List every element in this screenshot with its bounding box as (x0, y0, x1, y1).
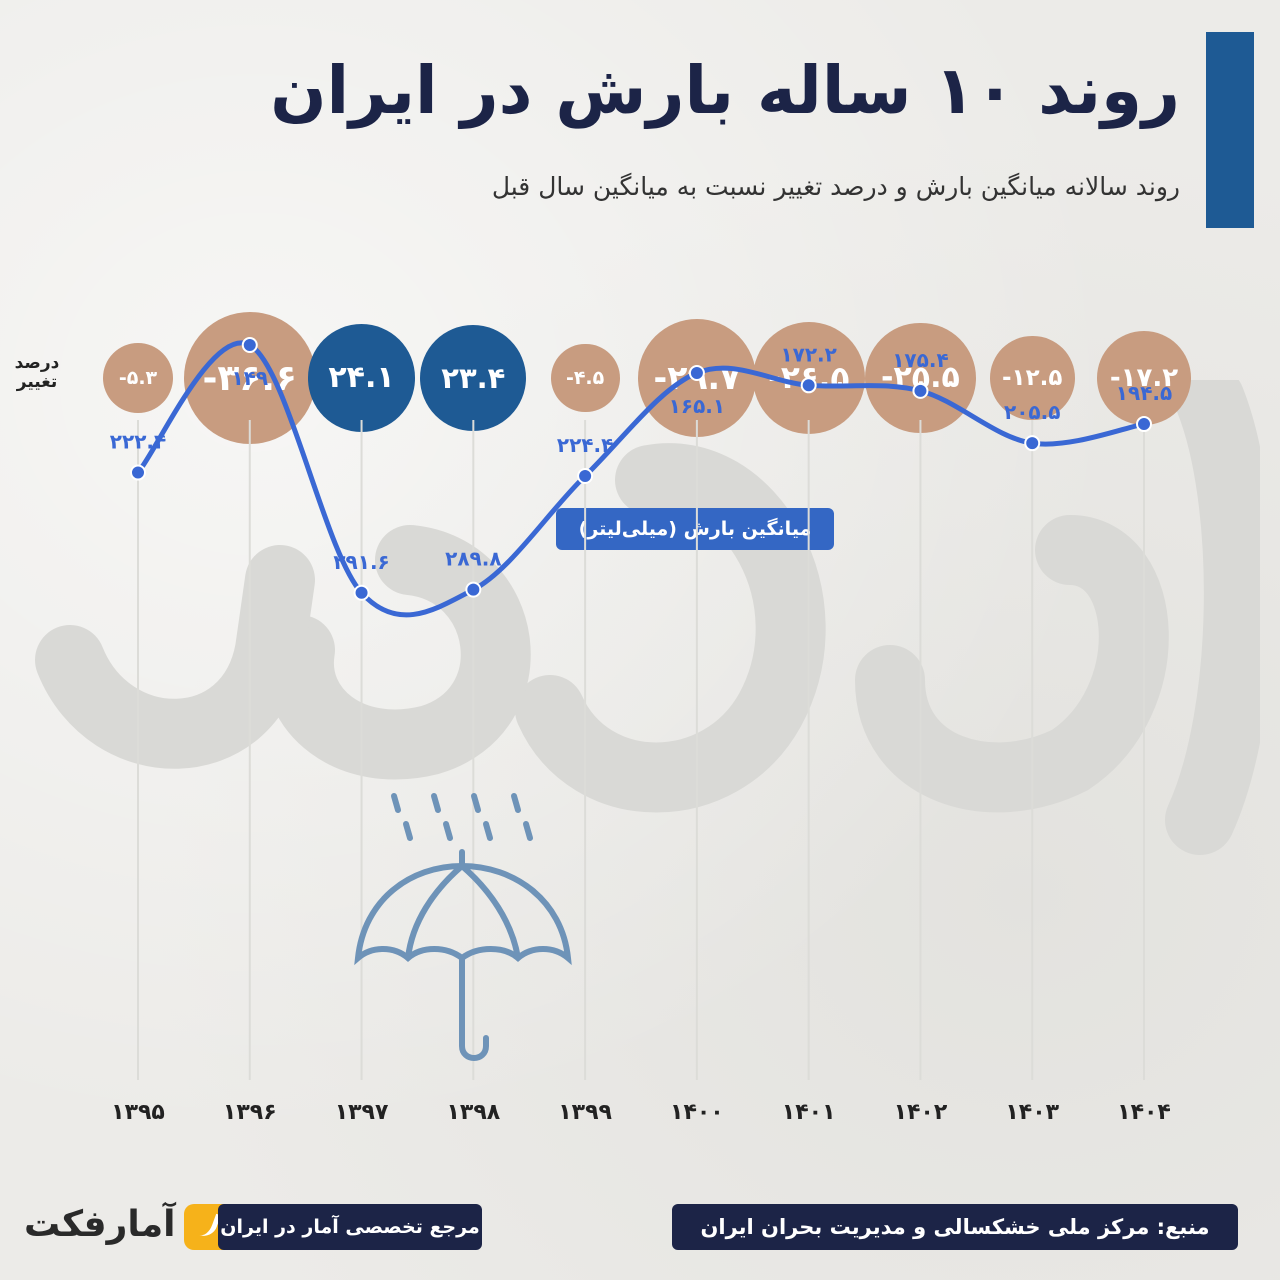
data-point (1024, 435, 1041, 452)
data-point (465, 581, 482, 598)
x-tick-label: ۱۴۰۱ (781, 1100, 836, 1125)
data-label: ۲۹۱.۶ (333, 550, 389, 574)
data-label: ۲۸۹.۸ (445, 547, 501, 571)
title-accent-bar (1206, 32, 1254, 228)
x-tick-label: ۱۴۰۲ (893, 1100, 948, 1125)
percent-change-bubble: ۲۳.۴ (420, 324, 527, 431)
x-tick-label: ۱۴۰۴ (1117, 1100, 1171, 1125)
umbrella-icon (354, 793, 572, 1061)
percent-change-label: درصد تغییر (6, 354, 68, 392)
data-label: ۲۰۵.۵ (1004, 400, 1060, 424)
brand-tagline: مرجع تخصصی آمار در ایران (218, 1204, 482, 1250)
precipitation-line (135, 340, 1147, 618)
x-tick-label: ۱۳۹۵ (111, 1100, 165, 1125)
percent-change-label-line2: تغییر (16, 372, 58, 392)
data-label: ۱۴۹ (231, 366, 268, 390)
data-label: ۲۲۴.۴ (557, 433, 613, 457)
x-tick-label: ۱۳۹۷ (334, 1100, 389, 1125)
data-point (577, 468, 594, 485)
x-tick-label: ۱۴۰۳ (1005, 1100, 1060, 1125)
data-label: ۱۶۵.۱ (669, 394, 725, 418)
data-point (800, 377, 817, 394)
data-label: ۱۷۵.۴ (892, 348, 948, 372)
brand-logo: آمارفکت (24, 1200, 232, 1256)
data-label: ۲۲۲.۴ (110, 430, 166, 454)
data-label: ۱۹۴.۵ (1116, 381, 1172, 405)
source-note: منبع: مرکز ملی خشکسالی و مدیریت بحران ای… (672, 1204, 1238, 1250)
x-tick-label: ۱۳۹۹ (558, 1100, 612, 1125)
data-point (1136, 416, 1152, 433)
percent-change-bubble: -۵.۳ (102, 342, 174, 414)
data-label: ۱۷۲.۲ (780, 342, 836, 366)
data-point (912, 382, 929, 399)
percent-change-bubble: -۴.۵ (550, 343, 620, 413)
chart-title: روند ۱۰ ساله بارش در ایران (270, 52, 1180, 129)
data-point (353, 584, 370, 601)
x-tick-label: ۱۴۰۰ (670, 1100, 724, 1125)
x-tick-label: ۱۳۹۶ (222, 1100, 277, 1125)
chart-subtitle: روند سالانه میانگین بارش و درصد تغییر نس… (491, 172, 1180, 201)
data-point (241, 337, 258, 353)
percent-change-bubble: ۲۴.۱ (307, 324, 416, 432)
percent-change-label-line1: درصد (14, 353, 60, 373)
percent-change-bubble: -۱۲.۵ (989, 335, 1075, 421)
data-point (688, 364, 705, 381)
percent-change-bubble: -۱۷.۲ (1097, 331, 1191, 425)
legend-pill: میانگین بارش (میلی‌لیتر) (556, 508, 834, 550)
data-point (130, 464, 146, 481)
x-tick-label: ۱۳۹۸ (446, 1100, 501, 1125)
percent-change-bubble: -۲۵.۵ (865, 322, 976, 434)
brand-logo-text: آمارفکت (24, 1204, 176, 1245)
